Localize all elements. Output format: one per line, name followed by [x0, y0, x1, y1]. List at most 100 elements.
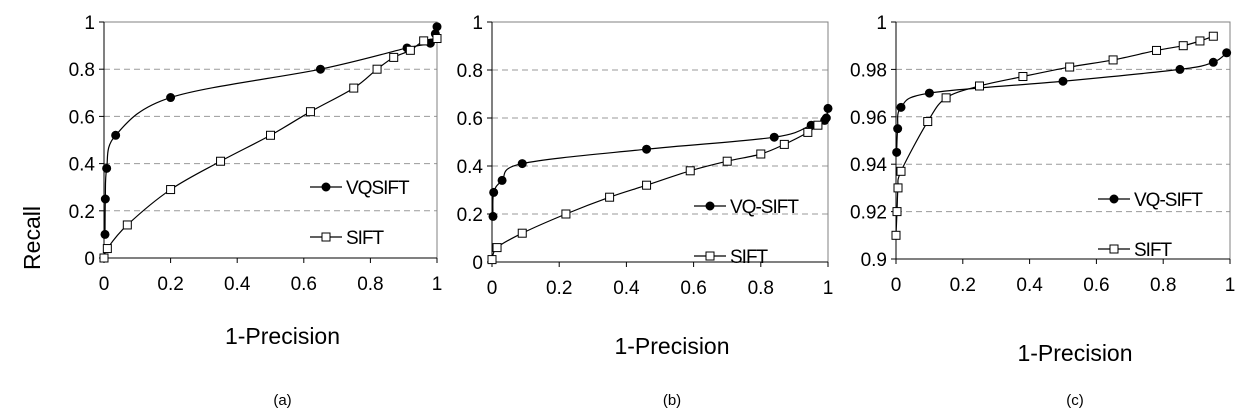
plot-frame [896, 22, 1230, 259]
legend-marker [322, 183, 330, 191]
x-tick-label: 0.8 [748, 278, 774, 299]
data-point [123, 221, 131, 229]
data-point [498, 176, 506, 184]
data-point [420, 37, 428, 45]
data-point [518, 160, 526, 168]
legend-label: SIFT [730, 247, 769, 268]
legend-marker [706, 202, 714, 210]
data-point [373, 65, 381, 73]
data-point [1223, 49, 1231, 57]
data-point [824, 104, 832, 112]
data-point [942, 94, 950, 102]
legend-marker [1110, 245, 1118, 253]
x-tick-label: 1 [432, 274, 443, 295]
data-point [101, 230, 109, 238]
x-tick-label: 0.6 [291, 274, 317, 295]
data-point [1209, 58, 1217, 66]
data-point [894, 125, 902, 133]
x-axis-title: 1-Precision [614, 333, 729, 359]
x-tick-label: 0.2 [546, 278, 572, 299]
data-point [489, 212, 497, 220]
data-point [433, 35, 441, 43]
y-tick-label: 0.6 [69, 107, 95, 128]
legend-marker [706, 252, 714, 260]
x-tick-label: 0 [487, 278, 498, 299]
plot-frame [104, 22, 437, 258]
data-point [167, 94, 175, 102]
x-tick-label: 0.2 [950, 275, 976, 296]
x-tick-label: 0.2 [157, 274, 183, 295]
data-point [101, 195, 109, 203]
data-point [1066, 63, 1074, 71]
series-line [492, 125, 818, 259]
y-tick-label: 0.94 [850, 155, 887, 176]
data-point [814, 121, 822, 129]
y-tick-label: 0.2 [69, 202, 95, 223]
data-point [822, 114, 830, 122]
legend-entry-2: SIFT [310, 228, 385, 249]
y-tick-label: 0.4 [457, 157, 484, 178]
y-tick-label: 1 [472, 13, 483, 34]
data-point [217, 157, 225, 165]
series-2 [488, 121, 822, 263]
data-point [1176, 65, 1184, 73]
data-point [894, 184, 902, 192]
data-point [976, 82, 984, 90]
data-point [267, 131, 275, 139]
data-point [167, 186, 175, 194]
series-1 [893, 49, 1231, 157]
x-tick-label: 1 [823, 278, 834, 299]
x-axis-title: 1-Precision [225, 323, 340, 349]
series-line [105, 27, 437, 235]
data-point [1109, 56, 1117, 64]
data-point [780, 140, 788, 148]
data-point [100, 254, 108, 262]
data-point [606, 193, 614, 201]
legend-marker [322, 233, 330, 241]
data-point [103, 164, 111, 172]
y-tick-label: 0.98 [850, 60, 887, 81]
data-point [643, 145, 651, 153]
y-tick-label: 0 [472, 253, 483, 274]
x-tick-label: 1 [1225, 275, 1236, 296]
data-point [433, 23, 441, 31]
data-point [316, 65, 324, 73]
data-point [924, 118, 932, 126]
data-point [686, 167, 694, 175]
series-2 [100, 35, 441, 262]
data-point [490, 188, 498, 196]
legend-label: VQ-SIFT [1134, 190, 1203, 211]
x-tick-label: 0.6 [680, 278, 706, 299]
chart-panel-1: 0 0.2 0.4 0.6 0.8 1 0 0.2 0.4 0.6 0.8 1 VQSIFT SIFT 1-… [69, 13, 443, 409]
data-point [103, 245, 111, 253]
x-tick-label: 0.4 [613, 278, 640, 299]
data-point [306, 108, 314, 116]
data-point [892, 231, 900, 239]
data-point [1179, 42, 1187, 50]
data-point [390, 53, 398, 61]
y-tick-label: 1 [876, 13, 887, 34]
legend-marker [1110, 195, 1118, 203]
y-tick-label: 0.8 [457, 61, 483, 82]
legend-entry-1: VQ-SIFT [1098, 190, 1203, 211]
y-tick-label: 0.8 [69, 60, 95, 81]
data-point [770, 133, 778, 141]
y-tick-label: 0.92 [850, 203, 887, 224]
y-tick-label: 0 [84, 249, 95, 270]
x-tick-label: 0.8 [357, 274, 383, 295]
plot-frame [492, 22, 828, 262]
x-tick-label: 0 [99, 274, 110, 295]
data-point [804, 128, 812, 136]
chart-panel-2: 0 0.2 0.4 0.6 0.8 1 0 0.2 0.4 0.6 0.8 1 VQ-SIFT SIFT 1… [457, 13, 834, 409]
panel-caption: (c) [1066, 392, 1084, 409]
legend-entry-2: SIFT [694, 247, 769, 268]
legend-entry-1: VQSIFT [310, 178, 410, 199]
data-point [925, 89, 933, 97]
y-tick-label: 0.9 [861, 250, 887, 271]
series-line [104, 39, 437, 258]
data-point [893, 148, 901, 156]
data-point [488, 256, 496, 264]
panel-caption: (b) [663, 392, 681, 409]
x-axis-title: 1-Precision [1017, 340, 1132, 366]
